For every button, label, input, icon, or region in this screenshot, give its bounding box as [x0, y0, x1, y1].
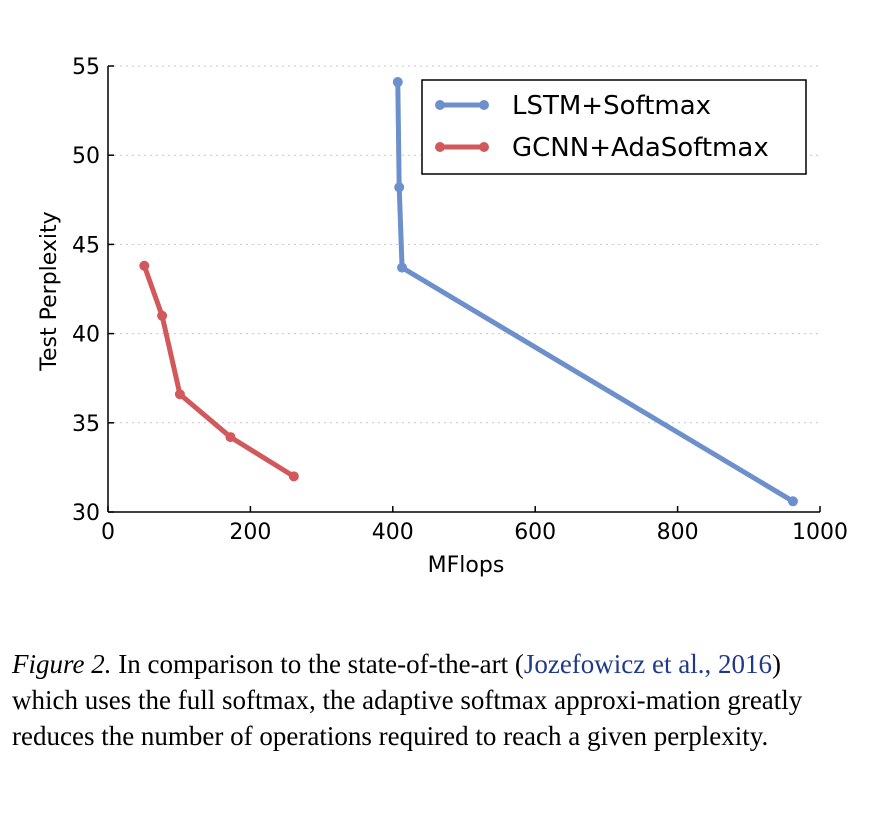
legend-marker: [435, 142, 445, 152]
data-point: [157, 310, 168, 321]
data-point: [787, 496, 798, 507]
citation-link-2[interactable]: 2016: [717, 649, 772, 679]
y-tick-label: 35: [72, 412, 100, 437]
caption-text-2: ) which uses the full softmax, the adapt…: [12, 649, 803, 751]
data-point: [288, 471, 299, 482]
axes: [107, 65, 821, 513]
data-point: [225, 432, 236, 443]
x-tick-label: 1000: [792, 520, 848, 545]
caption-text-1: In comparison to the state-of-the-art (: [111, 649, 524, 679]
x-tick-label: 0: [101, 520, 115, 545]
legend-marker: [479, 142, 489, 152]
y-tick-label: 30: [72, 501, 100, 526]
data-point: [139, 260, 150, 271]
y-tick-label: 40: [72, 323, 100, 348]
caption-label: Figure 2.: [12, 649, 112, 679]
citation-link-1[interactable]: Jozefowicz et al.,: [523, 649, 712, 679]
series-layer: [139, 77, 798, 507]
legend-label: GCNN+AdaSoftmax: [512, 133, 769, 163]
data-point: [397, 262, 408, 273]
series-line-0: [395, 79, 796, 504]
data-point: [394, 182, 405, 193]
x-tick-label: 800: [657, 520, 699, 545]
legend-marker: [479, 100, 489, 110]
x-axis-label: MFlops: [428, 553, 505, 578]
tick-labels: 30 35 40 45 50 55 0 200 400 600 800 1000: [72, 55, 848, 545]
x-tick-label: 400: [372, 520, 414, 545]
legend-marker: [435, 100, 445, 110]
y-tick-label: 55: [72, 55, 100, 80]
legend-label: LSTM+Softmax: [512, 91, 711, 121]
data-point: [174, 389, 185, 400]
series-line-1: [141, 263, 297, 479]
data-point: [392, 77, 403, 88]
perplexity-chart: 30 35 40 45 50 55 0 200 400 600 800 1000 MFlops Tes…: [37, 55, 848, 578]
x-tick-label: 600: [514, 520, 556, 545]
legend: LSTM+Softmax GCNN+AdaSoftmax: [421, 79, 807, 175]
y-tick-label: 45: [72, 233, 100, 258]
legend-box: [421, 79, 807, 175]
y-tick-label: 50: [72, 144, 100, 169]
figure-caption: Figure 2. In comparison to the state-of-…: [12, 646, 852, 754]
x-tick-label: 200: [229, 520, 271, 545]
y-axis-label: Test Perplexity: [37, 211, 62, 371]
